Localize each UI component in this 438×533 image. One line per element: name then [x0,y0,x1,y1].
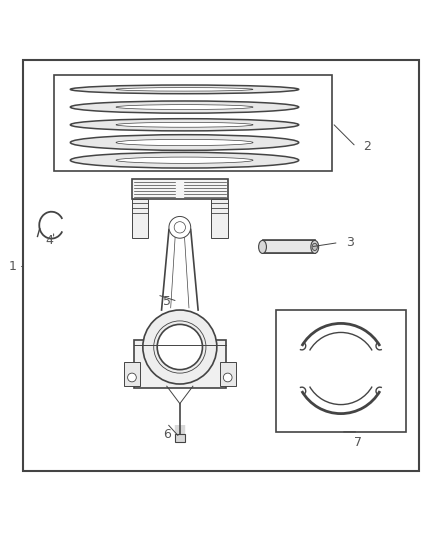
Ellipse shape [116,87,253,91]
Ellipse shape [116,157,253,163]
Bar [211,199,228,238]
Bar [262,240,315,254]
Bar [124,362,140,386]
Ellipse shape [116,104,253,109]
Text: 7: 7 [354,437,362,449]
Ellipse shape [311,240,319,254]
Text: 4: 4 [45,234,53,247]
Bar [134,340,226,389]
Bar [53,75,332,171]
Bar [132,180,228,199]
Bar [276,310,406,432]
Ellipse shape [71,119,299,131]
Ellipse shape [116,123,253,127]
Circle shape [171,219,188,236]
Ellipse shape [116,139,253,146]
Ellipse shape [71,135,299,150]
Bar [132,199,148,238]
Text: 5: 5 [163,295,171,308]
Text: 3: 3 [346,236,353,249]
Text: 2: 2 [363,140,371,154]
Circle shape [143,310,217,384]
Circle shape [169,216,191,238]
Bar [220,362,236,386]
Text: 6: 6 [163,427,171,441]
Circle shape [127,373,136,382]
Ellipse shape [71,85,299,94]
Text: 1: 1 [8,260,16,273]
Circle shape [174,222,185,233]
Circle shape [223,373,232,382]
Ellipse shape [258,240,266,254]
Ellipse shape [71,101,299,113]
Ellipse shape [312,244,318,251]
Circle shape [157,325,202,370]
Bar [175,434,185,442]
Ellipse shape [71,152,299,168]
